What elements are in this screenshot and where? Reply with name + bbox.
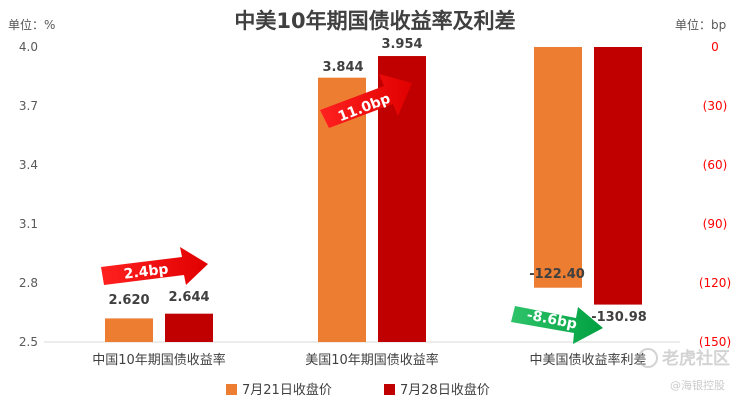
bar-series-2-cat-3 (594, 47, 642, 305)
bar-series-2-cat-1 (165, 313, 213, 342)
chart-title: 中美10年期国债收益率及利差 (234, 9, 515, 33)
data-label: 2.644 (168, 290, 209, 305)
data-label: -130.98 (591, 310, 647, 325)
watermark-text: 老虎社区 (661, 348, 730, 369)
data-labels: 2.620 2.644 3.844 3.954 -122.40 -130.98 (108, 37, 646, 325)
left-tick-label: 2.5 (19, 335, 38, 349)
category-label: 中国10年期国债收益率 (92, 352, 226, 368)
right-tick-label: (60) (703, 158, 728, 172)
right-tick-label: (90) (703, 217, 728, 231)
data-label: 2.620 (108, 293, 149, 308)
legend-swatch-series-2 (384, 384, 395, 395)
red-arrow-shape (101, 247, 208, 285)
legend-label-series-1: 7月21日收盘价 (242, 382, 332, 398)
tiger-logo-icon (638, 348, 658, 368)
data-label: -122.40 (529, 267, 585, 282)
left-tick-label: 3.4 (19, 158, 38, 172)
right-tick-label: 0 (711, 40, 719, 54)
red-arrow-shape (320, 74, 412, 128)
watermark: 老虎社区 @海银控股 (638, 348, 730, 392)
annotation-label: 2.4bp (123, 261, 169, 282)
right-tick-label: (30) (703, 99, 728, 113)
annotation-arrow-spread: -8.6bp (511, 306, 603, 344)
bar-series-1-cat-1 (105, 318, 153, 342)
left-tick-label: 2.8 (19, 276, 38, 290)
right-axis-unit: 单位：bp (675, 17, 726, 32)
right-tick-label: (120) (699, 276, 731, 290)
watermark-subtext: @海银控股 (670, 378, 725, 392)
legend: 7月21日收盘价 7月28日收盘价 (226, 382, 490, 398)
bar-series-1-cat-3 (534, 47, 582, 288)
data-label: 3.954 (381, 37, 422, 52)
left-tick-label: 3.7 (19, 99, 38, 113)
legend-swatch-series-1 (226, 384, 237, 395)
right-tick-label: (150) (699, 335, 731, 349)
green-arrow-shape (511, 306, 603, 344)
left-axis-ticks: 4.0 3.7 3.4 3.1 2.8 2.5 (19, 40, 38, 349)
data-label: 3.844 (322, 60, 363, 75)
annotation-arrow-cn: 2.4bp (101, 247, 208, 285)
left-tick-label: 4.0 (19, 40, 38, 54)
right-axis-ticks: 0 (30) (60) (90) (120) (150) (699, 40, 731, 349)
legend-label-series-2: 7月28日收盘价 (400, 382, 490, 398)
left-axis-unit: 单位：% (8, 17, 55, 32)
category-label: 中美国债收益率利差 (529, 352, 646, 368)
left-tick-label: 3.1 (19, 217, 38, 231)
category-label: 美国10年期国债收益率 (305, 352, 439, 368)
